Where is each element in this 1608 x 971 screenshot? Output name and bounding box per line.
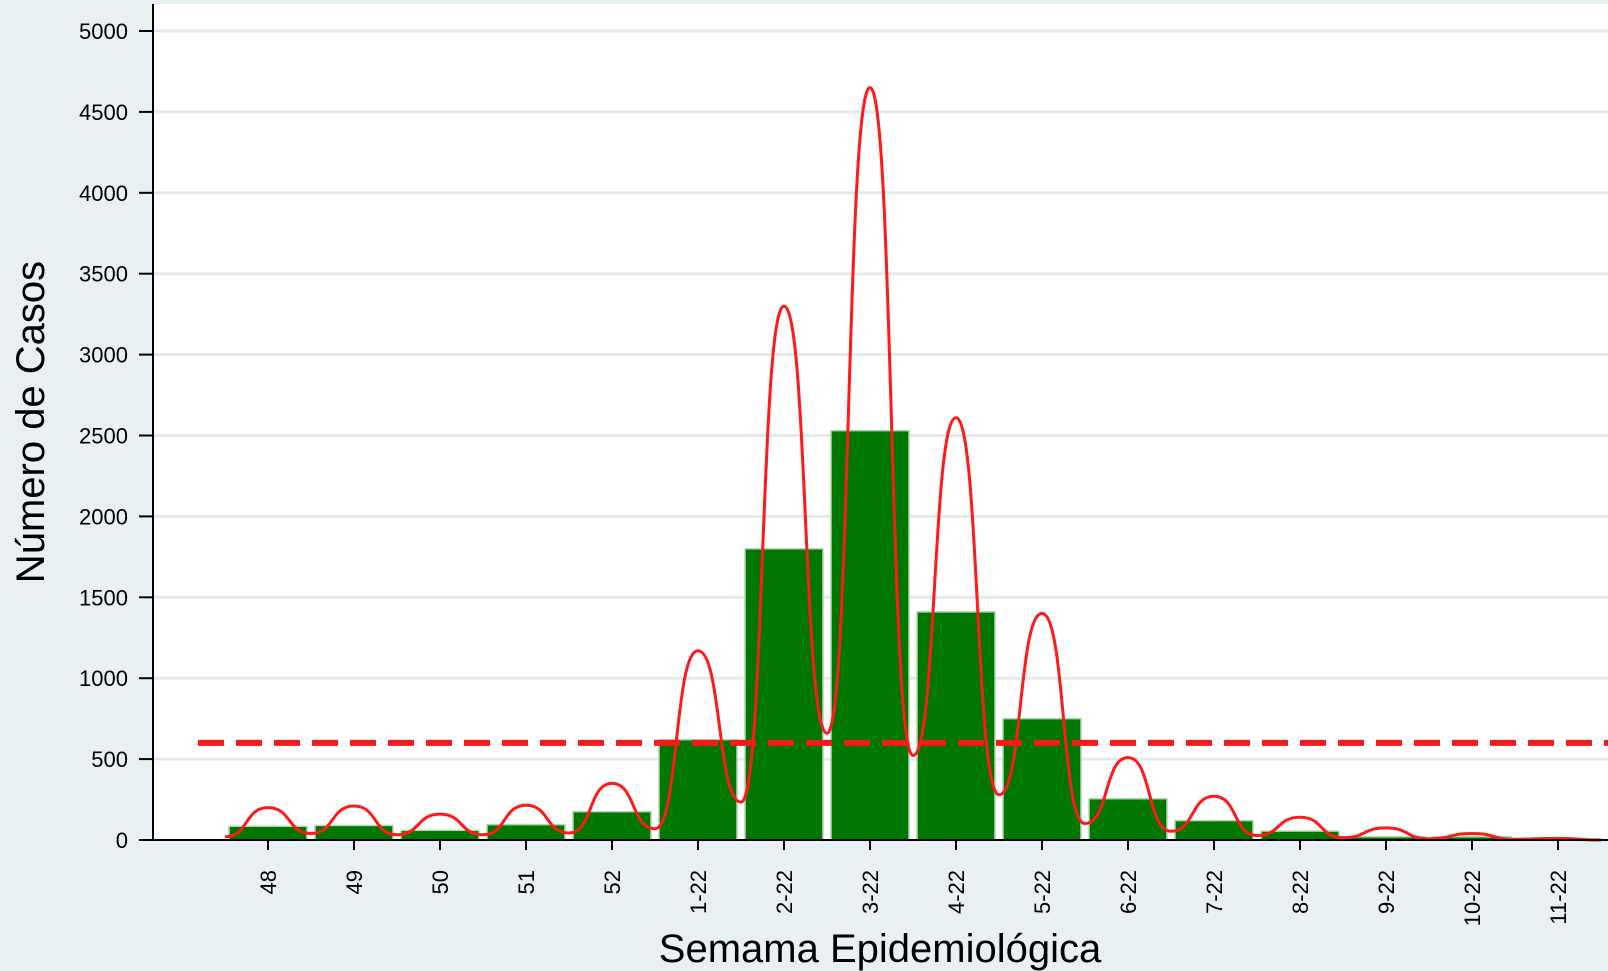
y-tick-label-5000: 5000 (79, 19, 128, 44)
x-tick-label-52: 52 (600, 870, 625, 894)
x-tick-label-4-22: 4-22 (944, 870, 969, 914)
x-tick-label-6-22: 6-22 (1116, 870, 1141, 914)
y-tick-label-500: 500 (91, 747, 128, 772)
bar-3-22 (830, 429, 910, 841)
x-tick-label-7-22: 7-22 (1202, 870, 1227, 914)
y-axis-ticks: 0 500 1000 1500 2000 2500 3000 3500 4000 4500 5000 (79, 19, 153, 853)
x-tick-label-5-22: 5-22 (1030, 870, 1055, 914)
x-tick-label-11-22: 11-22 (1546, 870, 1571, 925)
y-tick-label-4000: 4000 (79, 181, 128, 206)
y-tick-label-0: 0 (116, 828, 128, 853)
y-tick-label-2000: 2000 (79, 504, 128, 529)
y-tick-label-3500: 3500 (79, 262, 128, 287)
y-tick-label-3000: 3000 (79, 343, 128, 368)
x-tick-label-9-22: 9-22 (1374, 870, 1399, 914)
x-tick-label-2-22: 2-22 (772, 870, 797, 914)
case-curve (224, 86, 1602, 842)
x-axis-ticks: 48 49 50 51 52 1-22 2-22 3-22 4-22 5-22 6-22 7-22 8-… (256, 841, 1571, 926)
x-tick-label-51: 51 (514, 870, 539, 894)
x-axis-title: Semama Epidemiológica (659, 927, 1102, 971)
y-tick-label-1000: 1000 (79, 666, 128, 691)
x-tick-label-48: 48 (256, 870, 281, 894)
x-tick-label-3-22: 3-22 (858, 870, 883, 914)
x-tick-label-10-22: 10-22 (1460, 870, 1485, 926)
x-tick-label-8-22: 8-22 (1288, 870, 1313, 914)
y-axis-title: Número de Casos (9, 261, 53, 583)
x-tick-label-1-22: 1-22 (686, 870, 711, 914)
y-tick-label-1500: 1500 (79, 585, 128, 610)
x-tick-label-49: 49 (342, 870, 367, 894)
x-tick-label-50: 50 (428, 870, 453, 894)
y-tick-label-2500: 2500 (79, 424, 128, 449)
y-tick-label-4500: 4500 (79, 100, 128, 125)
curve-series (224, 86, 1602, 842)
